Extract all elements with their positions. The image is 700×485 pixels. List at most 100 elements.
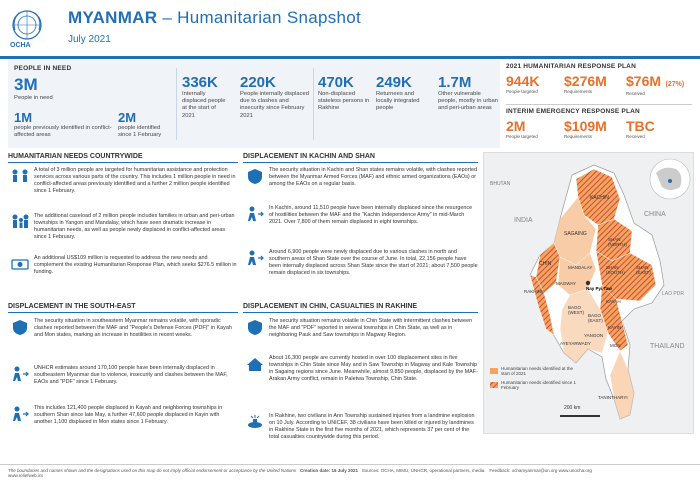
kachin-paragraph: The security situation in Kachin and Sha… — [269, 167, 477, 188]
ierp-value: $109M — [564, 118, 607, 134]
map-label-chin: CHIN — [539, 261, 552, 267]
footer-url[interactable]: www.reliefweb.int — [8, 473, 43, 478]
stat-idp-start: 336K Internally displaced people at the … — [182, 74, 230, 120]
hrp-people: 944K People targeted — [506, 73, 539, 94]
chin-heading: DISPLACEMENT IN CHIN, CASUALTIES IN RAKH… — [243, 303, 478, 313]
tanintharyi-region — [609, 350, 635, 420]
ierp-label: Received — [626, 134, 645, 139]
page-title: MYANMAR – Humanitarian Snapshot — [68, 8, 361, 28]
org-label: OCHA — [10, 42, 31, 49]
ierp-requirements: $109M Requirements — [564, 118, 607, 139]
divider — [313, 68, 314, 140]
stat-value: 1.7M — [438, 74, 472, 91]
map-label-magway: MAGWAY — [556, 281, 576, 286]
map-label-shan-south: SHAN (SOUTH) — [606, 265, 625, 275]
response-plan-panel: 2021 HUMANITARIAN RESPONSE PLAN 944K Peo… — [504, 60, 694, 148]
stat-value: 249K — [376, 74, 412, 91]
stat-other-vulnerable: 1.7M Other vulnerable people, mostly in … — [438, 74, 498, 113]
map-label-ayeyarwady: AYEYARWADY — [560, 341, 591, 346]
kachin-heading: DISPLACEMENT IN KACHIN AND SHAN — [243, 153, 478, 163]
legend-swatch-new — [490, 382, 498, 388]
chin-paragraph: About 16,300 people are currently hosted… — [269, 355, 478, 383]
footer: The boundaries and names shown and the d… — [0, 464, 700, 485]
ierp-label: People targeted — [506, 134, 538, 139]
displaced-people-icon — [248, 206, 264, 221]
hrp-value: $76M — [626, 73, 662, 89]
hrp-label: Received — [626, 91, 645, 96]
needs-paragraph: The additional caseload of 2 million peo… — [34, 213, 235, 241]
hrp-requirements: $276M Requirements — [564, 73, 607, 94]
map-label-kayin: KAYIN — [608, 325, 622, 330]
header: OCHA MYANMAR – Humanitarian Snapshot Jul… — [0, 0, 700, 56]
hrp-percent: (27%) — [665, 81, 685, 88]
chin-paragraph: In Rakhine, two civilians in Ann Townshi… — [269, 413, 475, 441]
map-label-lao: LAO PDR — [662, 291, 684, 297]
hrp-heading: 2021 HUMANITARIAN RESPONSE PLAN — [506, 63, 636, 70]
hrp-received: $76M (27%) Received — [626, 73, 684, 96]
hrp-label: Requirements — [564, 89, 593, 94]
bago-yangon-region — [559, 288, 609, 364]
scale-label: 200 km — [564, 405, 581, 411]
ierp-value: 2M — [506, 118, 526, 134]
southeast-heading: DISPLACEMENT IN THE SOUTH-EAST — [8, 303, 238, 313]
map-label-thailand: THAILAND — [650, 343, 685, 350]
map-label-shan-east: SHAN (EAST) — [636, 265, 651, 275]
map-graphic — [484, 153, 693, 433]
southeast-paragraph: UNHCR estimates around 170,100 people ha… — [34, 365, 228, 386]
needs-section: HUMANITARIAN NEEDS COUNTRYWIDE A total o… — [8, 153, 238, 293]
security-icon — [13, 320, 27, 335]
pin-new-label: people identified since 1 February — [118, 125, 162, 139]
stat-label: Returnees and locally integrated people — [376, 91, 420, 112]
displaced-people-icon — [13, 366, 29, 381]
ierp-heading: INTERIM EMERGENCY RESPONSE PLAN — [506, 108, 640, 115]
map-label-capital: Nay Pyi Taw — [586, 286, 612, 291]
needs-heading: HUMANITARIAN NEEDS COUNTRYWIDE — [8, 153, 238, 163]
southeast-section: DISPLACEMENT IN THE SOUTH-EAST The secur… — [8, 303, 238, 461]
southeast-paragraph: The security situation in southeastern M… — [34, 318, 232, 339]
family-icon — [12, 214, 29, 228]
inset-location-marker — [668, 179, 672, 183]
ierp-received: TBC Received — [626, 118, 655, 139]
map-label-kayah: KAYAH — [606, 299, 621, 304]
map-label-rakhine: RAKHINE — [524, 289, 545, 294]
legend-label-new: Humanitarian needs identified since 1 Fe… — [501, 380, 577, 391]
kachin-shan-section: DISPLACEMENT IN KACHIN AND SHAN The secu… — [243, 153, 478, 293]
stat-label: Non-displaced stateless persons in Rakhi… — [318, 91, 370, 112]
legend-label-pre: Humanitarian needs identified at the sta… — [501, 366, 574, 377]
stat-value: 336K — [182, 74, 218, 91]
footer-sources: Sources: OCHA, MIMU, UNHCR, operational … — [361, 468, 486, 473]
title-main: MYANMAR — [68, 8, 158, 27]
people-in-need-heading: PEOPLE IN NEED — [14, 65, 72, 72]
map-label-yangon: YANGON — [584, 333, 604, 338]
kachin-paragraph: In Kachin, around 11,510 people have bee… — [269, 205, 473, 226]
displaced-people-icon — [13, 406, 29, 421]
stat-value: 470K — [318, 74, 354, 91]
map-label-tanintharyi: TANINTHARYI — [598, 395, 628, 400]
pin-new-value: 2M — [118, 110, 137, 125]
map-label-bago-west: BAGO (WEST) — [568, 305, 584, 315]
map-label-sagaing: SAGAING — [564, 231, 587, 237]
ierp-people: 2M People targeted — [506, 118, 538, 139]
myanmar-map: BHUTAN INDIA CHINA KACHIN SAGAING SHAN (… — [483, 152, 694, 434]
hrp-label: People targeted — [506, 89, 538, 94]
ierp-label: Requirements — [564, 134, 593, 139]
stat-stateless: 470K Non-displaced stateless persons in … — [318, 74, 370, 113]
kachin-paragraph: Around 6,900 people were newly displaced… — [269, 249, 478, 277]
displaced-people-icon — [248, 250, 264, 265]
stat-returnees: 249K Returnees and locally integrated pe… — [376, 74, 431, 113]
map-label-china: CHINA — [644, 211, 666, 218]
map-label-shan-north: SHAN (NORTH) — [608, 237, 627, 247]
chin-rakhine-section: DISPLACEMENT IN CHIN, CASUALTIES IN RAKH… — [243, 303, 478, 461]
rakhine-region — [529, 274, 555, 336]
pin-total-label: People in need — [14, 95, 53, 101]
map-label-kachin: KACHIN — [590, 195, 609, 201]
map-label-mandalay: MANDALAY — [568, 265, 593, 270]
people-in-need-panel: PEOPLE IN NEED 3M People in need 1M peop… — [8, 60, 500, 148]
stat-label: People internally displaced due to clash… — [240, 91, 309, 119]
map-label-bhutan: BHUTAN — [490, 181, 511, 187]
header-rule — [0, 56, 700, 59]
stat-label: Internally displaced people at the start… — [182, 91, 226, 119]
map-label-india: INDIA — [514, 217, 533, 224]
landmine-icon — [248, 415, 262, 428]
security-icon — [248, 320, 262, 335]
